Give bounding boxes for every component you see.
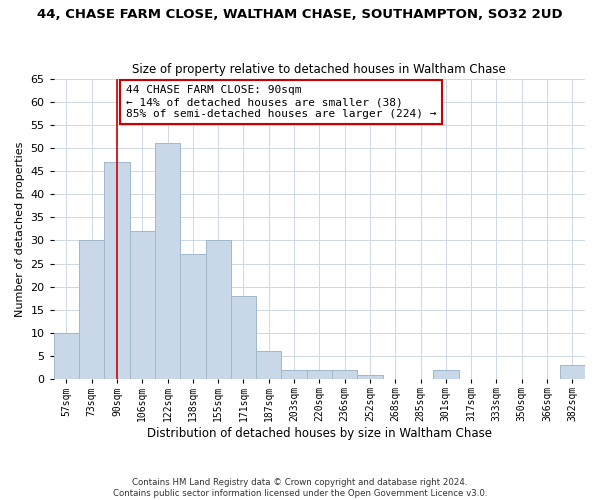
Bar — [358, 374, 383, 380]
Bar — [560, 366, 585, 380]
Bar — [155, 144, 180, 380]
Bar — [256, 352, 281, 380]
X-axis label: Distribution of detached houses by size in Waltham Chase: Distribution of detached houses by size … — [147, 427, 492, 440]
Bar — [54, 333, 79, 380]
Bar — [79, 240, 104, 380]
Bar — [104, 162, 130, 380]
Bar — [433, 370, 458, 380]
Y-axis label: Number of detached properties: Number of detached properties — [15, 141, 25, 316]
Bar — [307, 370, 332, 380]
Title: Size of property relative to detached houses in Waltham Chase: Size of property relative to detached ho… — [133, 63, 506, 76]
Bar — [180, 254, 206, 380]
Bar — [130, 231, 155, 380]
Text: 44 CHASE FARM CLOSE: 90sqm
← 14% of detached houses are smaller (38)
85% of semi: 44 CHASE FARM CLOSE: 90sqm ← 14% of deta… — [126, 86, 436, 118]
Text: 44, CHASE FARM CLOSE, WALTHAM CHASE, SOUTHAMPTON, SO32 2UD: 44, CHASE FARM CLOSE, WALTHAM CHASE, SOU… — [37, 8, 563, 20]
Bar — [231, 296, 256, 380]
Bar — [206, 240, 231, 380]
Text: Contains HM Land Registry data © Crown copyright and database right 2024.
Contai: Contains HM Land Registry data © Crown c… — [113, 478, 487, 498]
Bar — [332, 370, 358, 380]
Bar — [281, 370, 307, 380]
